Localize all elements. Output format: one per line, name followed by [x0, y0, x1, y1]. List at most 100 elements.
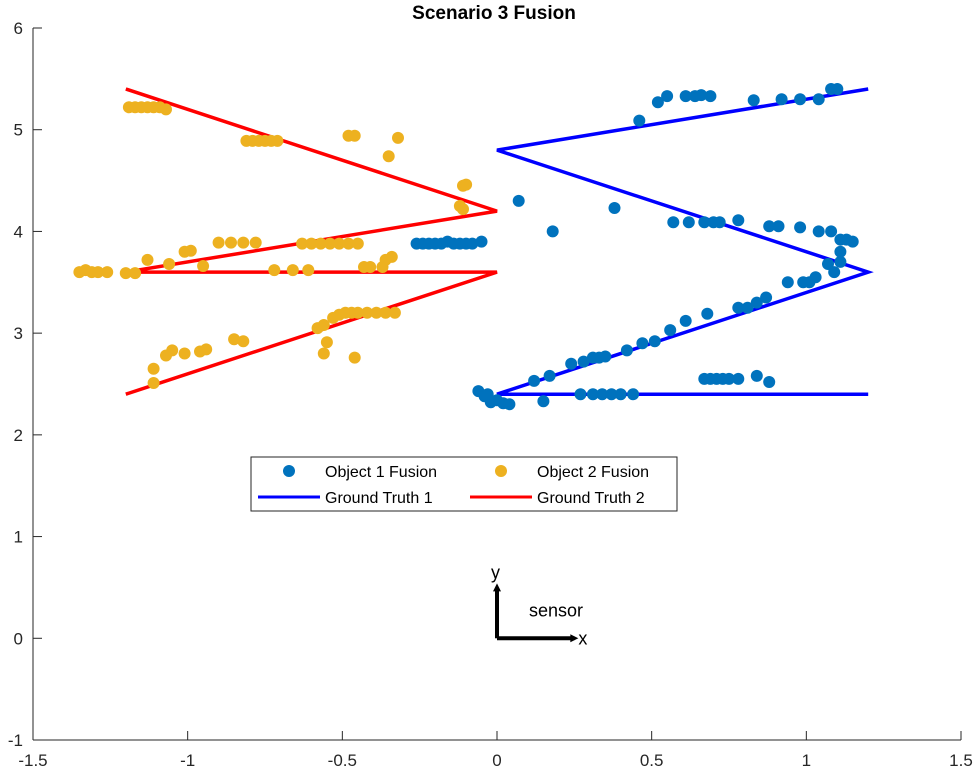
ground-truth-1-line	[496, 87, 874, 396]
object2-point	[302, 264, 315, 277]
y-tick-label: 5	[14, 121, 23, 140]
object2-point	[225, 236, 237, 249]
object1-point	[636, 337, 649, 350]
object1-point	[834, 255, 847, 268]
object1-point	[627, 388, 640, 401]
object2-point	[460, 178, 473, 191]
object1-point	[775, 93, 788, 106]
object1-point	[846, 235, 859, 248]
object2-point	[376, 261, 389, 273]
x-tick-label: 1.5	[949, 751, 973, 770]
object1-point	[605, 388, 618, 401]
object1-point	[620, 344, 633, 357]
object1-point	[828, 266, 841, 279]
object2-point	[388, 306, 401, 319]
x-tick-label: -0.5	[328, 751, 357, 770]
object2-point	[342, 237, 355, 250]
object2-point	[129, 267, 142, 280]
object1-point	[741, 301, 754, 314]
x-tick-label: 0.5	[640, 751, 664, 770]
legend-label-truth1: Ground Truth 1	[325, 490, 433, 507]
object2-point	[101, 266, 114, 279]
y-tick-label: 6	[14, 19, 23, 38]
object1-point	[732, 372, 745, 385]
object1-point	[701, 307, 714, 320]
sensor-x-arrowhead	[570, 634, 579, 643]
object1-point	[822, 258, 834, 270]
object2-point	[147, 377, 160, 389]
object2-point	[392, 131, 404, 144]
object1-point	[723, 372, 735, 385]
object2-point	[200, 343, 213, 356]
object1-point	[466, 237, 479, 250]
object1-point	[661, 90, 674, 103]
object1-point	[633, 114, 646, 127]
object1-point	[704, 90, 717, 103]
data-points	[73, 83, 859, 411]
sensor-y-arrowhead	[493, 583, 501, 592]
sensor-annotation: y x sensor	[491, 562, 587, 648]
object1-point	[679, 314, 692, 327]
object1-point	[512, 194, 525, 207]
object2-point	[351, 237, 364, 250]
object1-point	[481, 388, 494, 401]
object2-point	[320, 336, 333, 349]
object2-point	[382, 150, 395, 163]
object1-point	[608, 202, 621, 214]
object2-point	[268, 264, 281, 277]
legend-box	[250, 456, 678, 512]
object2-point	[147, 362, 160, 375]
object1-point	[812, 225, 825, 238]
x-tick-label: -1.5	[18, 751, 47, 770]
object2-point	[370, 306, 383, 319]
object2-point	[237, 236, 250, 249]
object2-point	[271, 134, 284, 147]
x-tick-label: 0	[492, 751, 501, 770]
object1-point	[648, 335, 661, 348]
object2-point	[141, 253, 154, 266]
object2-point	[348, 351, 361, 364]
y-tick-label: 0	[14, 629, 23, 648]
legend-marker-object1	[283, 465, 295, 477]
object2-point	[348, 129, 361, 142]
x-tick-label: -1	[180, 751, 195, 770]
object1-point	[698, 216, 711, 229]
object2-point	[317, 319, 330, 331]
object1-point	[546, 225, 559, 238]
object2-point	[163, 258, 176, 270]
object1-point	[763, 220, 776, 233]
object1-point	[586, 351, 599, 364]
object2-point	[385, 250, 398, 263]
object2-point	[119, 267, 132, 280]
object1-point	[825, 225, 838, 238]
object2-point	[314, 237, 327, 250]
x-tick-label: 1	[802, 751, 811, 770]
object2-point	[197, 260, 210, 272]
object1-point	[772, 220, 785, 233]
legend-marker-object2	[495, 465, 507, 477]
object1-point	[596, 388, 609, 401]
y-tick-label: 2	[14, 426, 23, 445]
object1-point	[586, 388, 599, 401]
object1-point	[695, 89, 708, 102]
object2-point	[296, 237, 309, 250]
object1-point	[503, 398, 516, 411]
chart-title: Scenario 3 Fusion	[412, 3, 576, 24]
legend-label-truth2: Ground Truth 2	[537, 490, 645, 507]
object1-point	[794, 93, 807, 106]
object2-point	[166, 344, 179, 357]
object1-point	[528, 374, 541, 387]
object2-point	[237, 335, 250, 348]
sensor-label: sensor	[529, 600, 583, 620]
object1-point	[667, 216, 680, 229]
object1-point	[831, 83, 844, 95]
object1-point	[732, 214, 745, 227]
object1-point	[679, 90, 692, 103]
legend-label-object2: Object 2 Fusion	[537, 464, 649, 481]
y-tick-label: 3	[14, 324, 23, 343]
object2-point	[379, 306, 392, 319]
ground-truth-lines	[125, 87, 874, 396]
